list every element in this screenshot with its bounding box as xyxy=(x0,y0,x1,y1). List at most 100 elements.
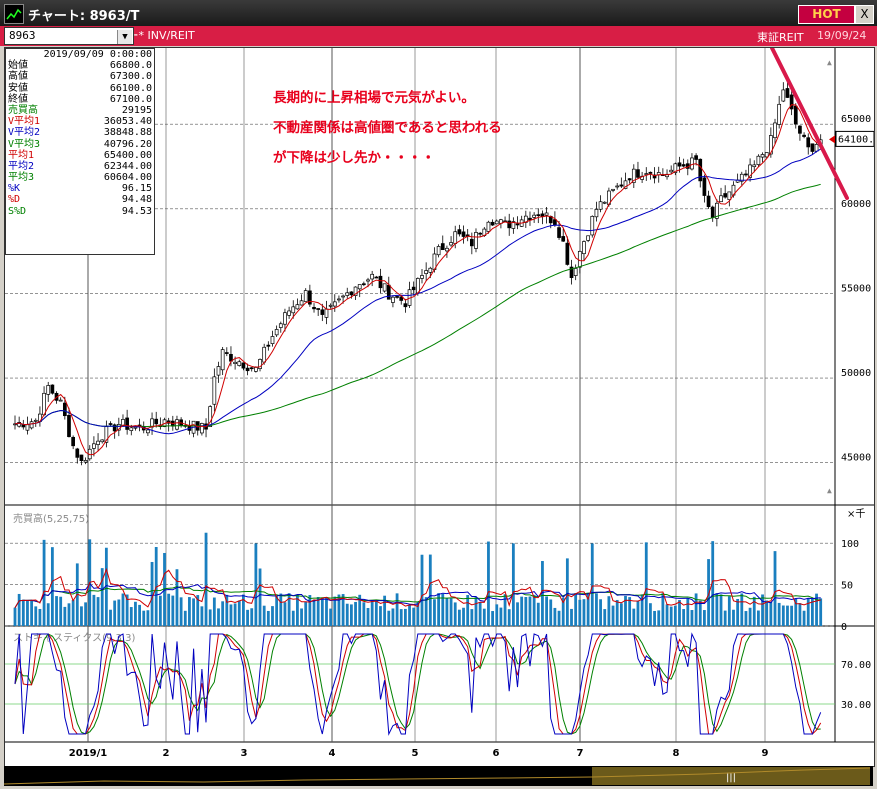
volume-bar xyxy=(669,606,673,626)
symbol-type: ⁃* INV/REIT xyxy=(133,29,195,42)
scroll-thumb[interactable] xyxy=(592,767,870,785)
volume-bar xyxy=(379,606,382,626)
volume-bar xyxy=(570,608,573,626)
info-datetime-value: 2019/09/09 0:00:00 xyxy=(43,49,152,60)
candle-body xyxy=(802,134,806,137)
candle-body xyxy=(461,231,466,237)
candle-body xyxy=(486,221,491,232)
candle-body xyxy=(669,169,674,173)
volume-bar xyxy=(163,552,166,626)
candle-body xyxy=(744,173,748,176)
close-button[interactable]: X xyxy=(855,5,874,24)
price-chart-svg[interactable]: 2019/1 2 3 4 5 6 7 8 9 65000 60000 55000 50000 45000 6… xyxy=(5,48,874,766)
y-tick-label: 60000 xyxy=(841,199,871,210)
volume-bar xyxy=(557,610,561,626)
volume-bar xyxy=(532,594,536,626)
volume-bar xyxy=(723,610,727,626)
volume-bar xyxy=(167,593,171,626)
candle-body xyxy=(515,223,520,226)
x-tick-label: 7 xyxy=(577,748,584,759)
info-row: %D 94.48 xyxy=(6,194,154,205)
volume-bar xyxy=(678,600,681,626)
volume-bar xyxy=(624,595,627,626)
volume-bar xyxy=(196,595,200,626)
volume-bar xyxy=(524,597,528,626)
volume-bar xyxy=(96,597,100,626)
volume-bar xyxy=(649,603,652,626)
volume-bar xyxy=(225,594,229,626)
candle-body xyxy=(108,423,113,425)
candle-body xyxy=(287,310,291,316)
candle-body xyxy=(536,214,541,217)
candle-body xyxy=(723,193,728,198)
hot-button[interactable]: HOT xyxy=(798,5,855,24)
candle-body xyxy=(312,306,316,310)
volume-bar xyxy=(673,605,677,626)
chart-area[interactable]: 2019/1 2 3 4 5 6 7 8 9 65000 60000 55000 50000 45000 6… xyxy=(4,47,875,767)
volume-bar xyxy=(761,594,764,626)
volume-bar xyxy=(740,593,744,626)
volume-bar xyxy=(362,602,366,626)
vol-ma1-line xyxy=(14,567,821,608)
candle-body xyxy=(436,246,441,256)
info-panel: 2019/09/09 0:00:00 始値 66800.0 高値 67300.0 安値 6… xyxy=(5,48,155,255)
x-tick-label: 8 xyxy=(673,748,680,759)
ma3-line xyxy=(14,183,821,428)
vol-ma2-line xyxy=(14,582,821,608)
volume-bar xyxy=(59,596,63,626)
volume-bar xyxy=(711,541,715,626)
timeline-scrollbar[interactable]: ||| xyxy=(4,766,873,786)
info-label: %K xyxy=(8,183,21,195)
volume-bar xyxy=(466,595,470,626)
candle-body xyxy=(785,88,790,98)
candle-body xyxy=(46,385,51,395)
volume-bar xyxy=(727,596,731,626)
volume-bar xyxy=(773,551,777,626)
candle-body xyxy=(254,367,258,372)
chevron-down-icon[interactable]: ▼ xyxy=(117,30,132,44)
candle-body xyxy=(79,454,84,461)
volume-bar xyxy=(599,599,602,626)
candle-body xyxy=(756,155,761,165)
info-value: 66100.0 xyxy=(109,82,152,94)
info-row: V平均3 40796.20 xyxy=(6,139,154,150)
candle-body xyxy=(133,426,138,429)
volume-bar xyxy=(578,599,582,626)
candle-body xyxy=(798,125,802,134)
volume-bar xyxy=(188,597,191,626)
candle-body xyxy=(249,367,254,370)
volume-bar xyxy=(744,611,748,626)
candle-body xyxy=(262,346,267,363)
candle-body xyxy=(760,154,765,158)
volume-bar xyxy=(296,594,299,626)
candle-body xyxy=(781,89,786,102)
volume-bar xyxy=(715,593,719,626)
candle-body xyxy=(561,236,566,242)
candle-body xyxy=(308,290,312,305)
candle-body xyxy=(752,164,757,168)
volume-bar xyxy=(171,595,175,626)
info-row: 平均3 60604.00 xyxy=(6,172,154,183)
volume-tick-label: 0 xyxy=(841,622,847,633)
volume-bar xyxy=(279,593,283,626)
info-label: V平均2 xyxy=(8,127,41,139)
candle-body xyxy=(357,284,362,290)
candle-body xyxy=(424,270,429,274)
volume-bar xyxy=(217,608,220,626)
volume-bar xyxy=(487,541,490,626)
candle-body xyxy=(266,344,271,347)
symbol-input[interactable]: 8963 ▼ xyxy=(4,27,134,45)
volume-bar xyxy=(686,598,690,626)
info-row: 売買高 29195 xyxy=(6,105,154,116)
volume-bar xyxy=(433,599,436,626)
candle-body xyxy=(345,292,350,296)
candle-body xyxy=(544,212,549,216)
candle-body xyxy=(469,238,474,247)
market-date: 19/09/24 xyxy=(817,29,867,42)
ma1-line xyxy=(14,104,821,456)
candle-body xyxy=(582,241,586,255)
volume-bar xyxy=(46,603,50,626)
volume-bar xyxy=(644,542,648,626)
info-label: %D xyxy=(8,194,21,206)
volume-bar xyxy=(34,606,38,626)
